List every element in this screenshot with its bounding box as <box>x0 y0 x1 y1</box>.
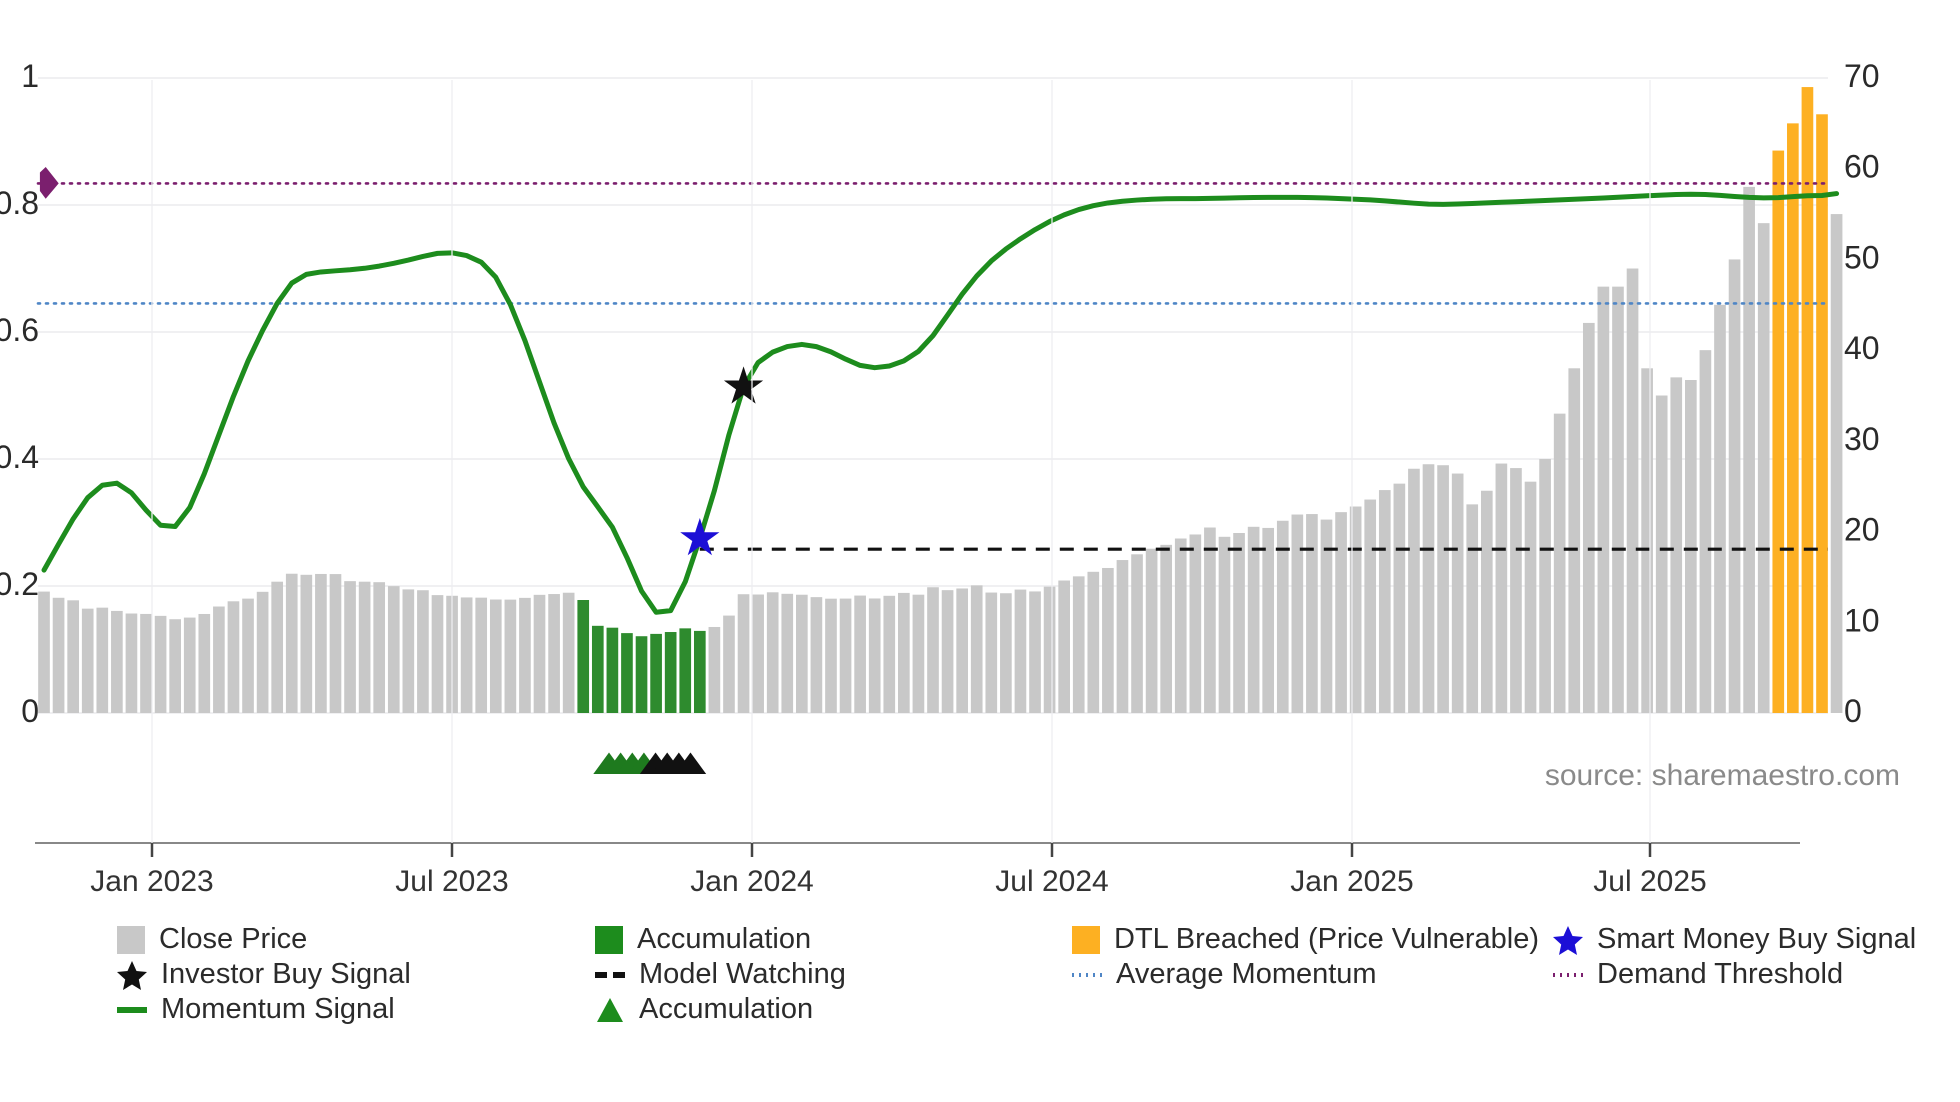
svg-text:10: 10 <box>1844 602 1880 638</box>
svg-text:Jul 2025: Jul 2025 <box>1593 865 1706 898</box>
svg-text:0.8: 0.8 <box>0 185 39 221</box>
svg-text:60: 60 <box>1844 149 1880 185</box>
svg-text:50: 50 <box>1844 239 1880 275</box>
svg-text:1: 1 <box>21 58 39 94</box>
svg-text:0.4: 0.4 <box>0 439 39 475</box>
svg-text:Jul 2024: Jul 2024 <box>995 865 1108 898</box>
svg-text:Jan 2024: Jan 2024 <box>690 865 813 898</box>
svg-text:0: 0 <box>21 693 39 729</box>
svg-text:40: 40 <box>1844 330 1880 366</box>
svg-text:0.2: 0.2 <box>0 566 39 602</box>
svg-text:Jan 2025: Jan 2025 <box>1290 865 1413 898</box>
svg-text:20: 20 <box>1844 512 1880 548</box>
svg-text:0.6: 0.6 <box>0 312 39 348</box>
svg-text:0: 0 <box>1844 693 1862 729</box>
svg-text:Jan 2023: Jan 2023 <box>90 865 213 898</box>
svg-text:source: sharemaestro.com: source: sharemaestro.com <box>1545 759 1900 792</box>
svg-text:Jul 2023: Jul 2023 <box>395 865 508 898</box>
svg-text:70: 70 <box>1844 58 1880 94</box>
svg-text:30: 30 <box>1844 421 1880 457</box>
